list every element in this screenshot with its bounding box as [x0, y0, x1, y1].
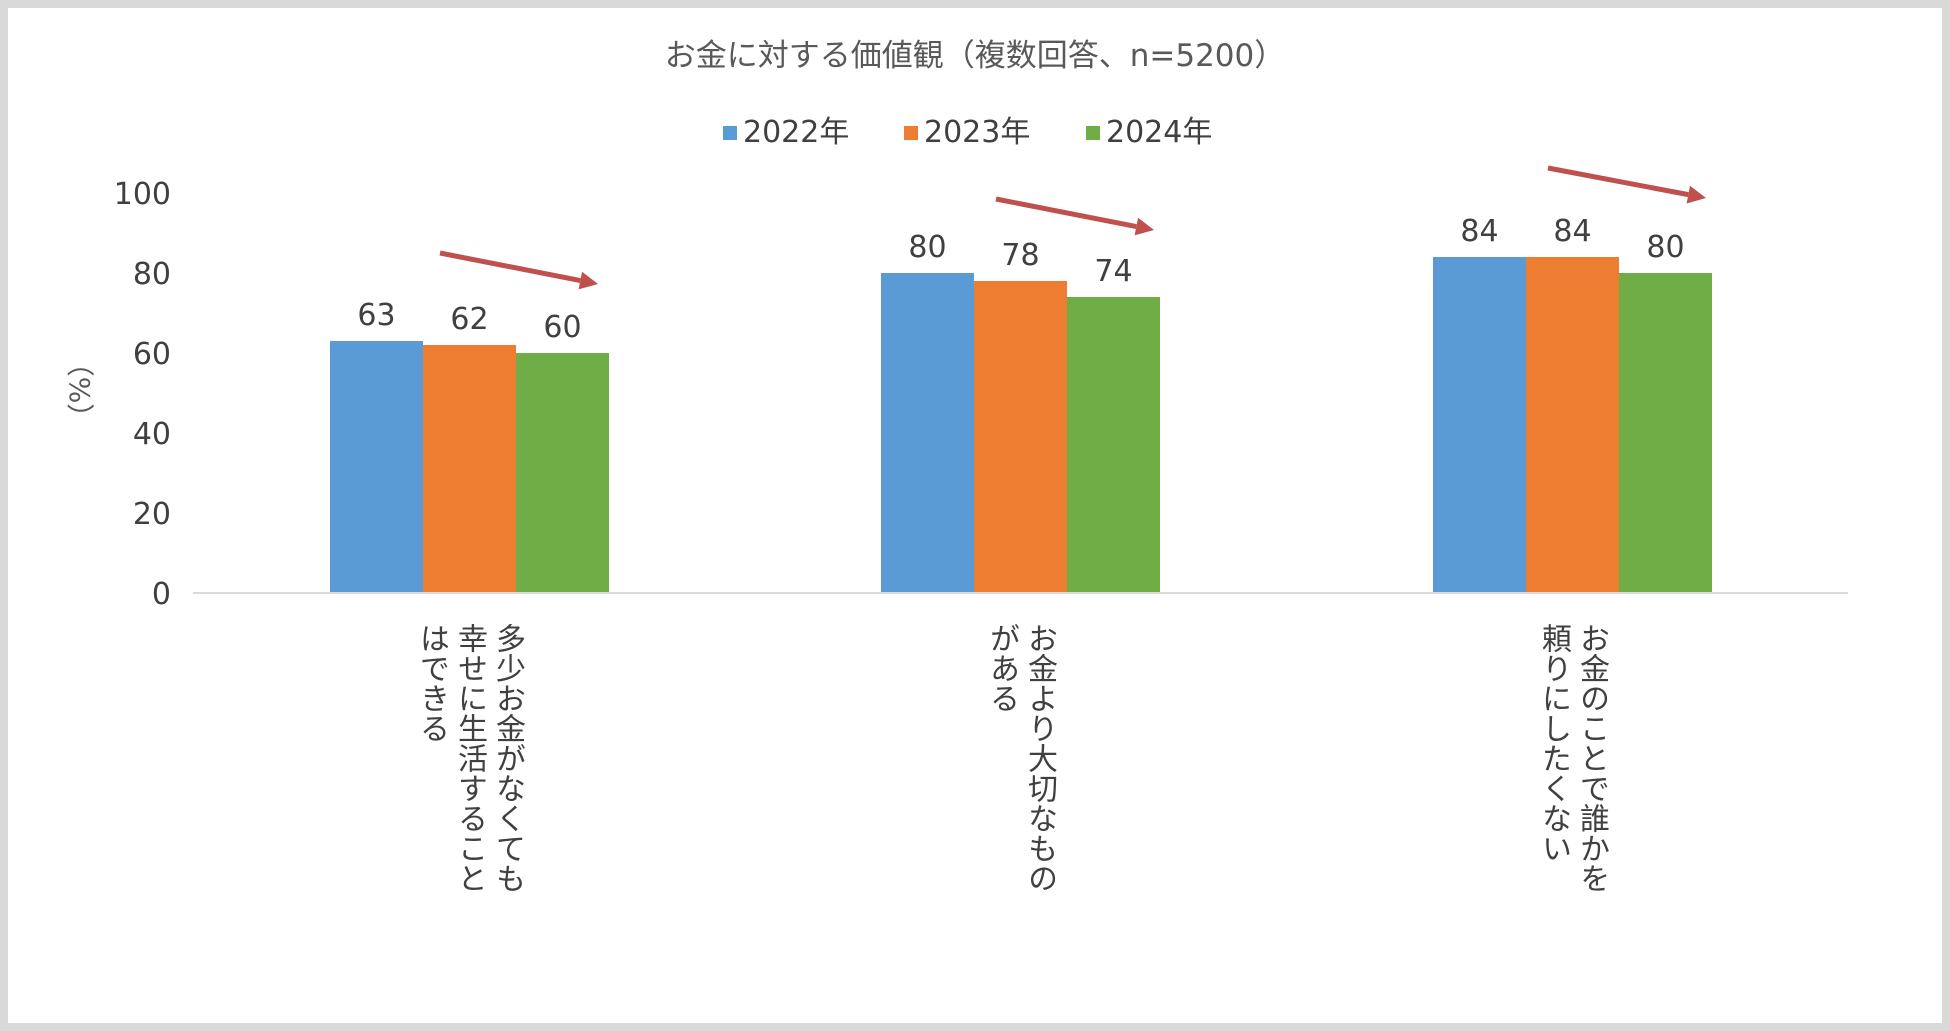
- data-label: 74: [1094, 254, 1132, 289]
- category-label: お金のことで誰かを: [1574, 623, 1610, 893]
- bar: [1526, 257, 1619, 593]
- legend-swatch: [1086, 126, 1100, 140]
- category-label: 多少お金がなくても: [490, 623, 526, 893]
- bar: [1433, 257, 1526, 593]
- data-label: 60: [543, 310, 581, 345]
- category-label: がある: [984, 623, 1019, 713]
- legend: 2022年 2023年 2024年: [723, 115, 1212, 150]
- legend-swatch: [904, 126, 918, 140]
- category-label: お金より大切なもの: [1022, 623, 1058, 893]
- y-tick-label: 20: [133, 497, 171, 532]
- legend-label: 2022年: [743, 115, 849, 150]
- trend-arrow-line: [995, 196, 1137, 229]
- trend-arrow-head: [1686, 185, 1706, 204]
- data-label: 62: [450, 302, 488, 337]
- data-label: 78: [1001, 238, 1039, 273]
- bar: [974, 281, 1067, 593]
- y-tick-label: 40: [133, 417, 171, 452]
- trend-arrows: [439, 165, 1706, 290]
- bar: [1067, 297, 1160, 593]
- bar-chart: お金に対する価値観（複数回答、n=5200） 2022年 2023年 2024年 （…: [63, 38, 1848, 893]
- data-label: 84: [1553, 214, 1591, 249]
- y-tick-label: 0: [152, 577, 171, 612]
- data-label: 80: [908, 230, 946, 265]
- category-label: 幸せに生活すること: [452, 623, 487, 893]
- bars: [330, 257, 1712, 593]
- chart-frame: お金に対する価値観（複数回答、n=5200） 2022年 2023年 2024年 （…: [8, 8, 1942, 1023]
- value-labels: 63 62 60 80 78 74 84 84 80: [357, 214, 1684, 345]
- legend-label: 2023年: [924, 115, 1030, 150]
- data-label: 63: [357, 298, 395, 333]
- trend-arrow-line: [1547, 165, 1689, 198]
- y-axis-ticks: 0 20 40 60 80 100: [114, 177, 171, 612]
- trend-arrow-head: [1134, 217, 1154, 236]
- legend-swatch: [723, 126, 737, 140]
- y-tick-label: 100: [114, 177, 171, 212]
- trend-arrow-line: [439, 250, 581, 283]
- y-tick-label: 80: [133, 257, 171, 292]
- category-label: 頼りにしたくない: [1536, 623, 1572, 863]
- bar: [330, 341, 423, 593]
- bar: [423, 345, 516, 593]
- trend-arrow-head: [578, 271, 598, 290]
- bar: [516, 353, 609, 593]
- legend-label: 2024年: [1106, 115, 1212, 150]
- chart-title: お金に対する価値観（複数回答、n=5200）: [665, 38, 1286, 74]
- y-axis-label: （%）: [63, 349, 96, 432]
- y-tick-label: 60: [133, 337, 171, 372]
- bar: [881, 273, 974, 593]
- data-label: 80: [1646, 230, 1684, 265]
- bar: [1619, 273, 1712, 593]
- data-label: 84: [1460, 214, 1498, 249]
- category-label: はできる: [414, 623, 449, 743]
